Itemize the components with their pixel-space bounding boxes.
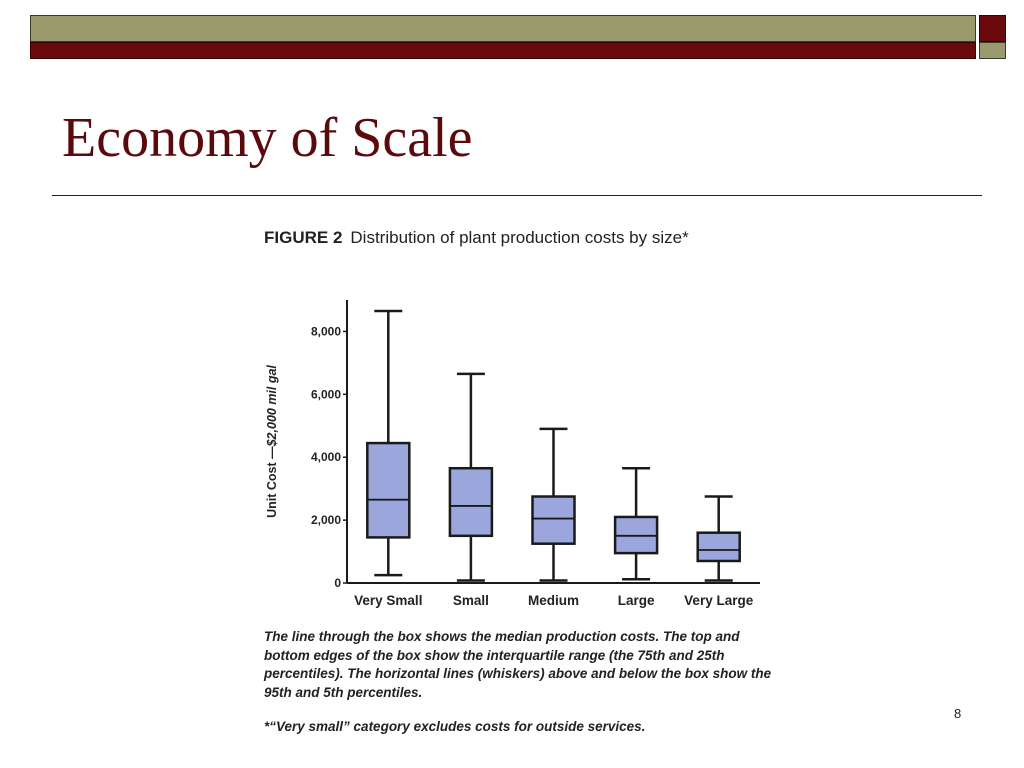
box-iqr xyxy=(531,495,576,545)
x-tick-label: Medium xyxy=(528,593,579,608)
figure-caption: The line through the box shows the media… xyxy=(264,629,772,700)
figure-footnote: *“Very small” category excludes costs fo… xyxy=(264,719,646,734)
figure-label: FIGURE 2 xyxy=(264,228,343,247)
y-axis-label: Unit Cost —$2,000 mil gal xyxy=(265,365,279,518)
y-tick-label: 8,000 xyxy=(311,324,341,338)
figure-title: Distribution of plant production costs b… xyxy=(350,228,689,247)
boxplot-chart: 0 2,000 4,000 6,000 8,000 Unit Cost —$2,000 m… xyxy=(265,300,760,608)
y-tick-label: 4,000 xyxy=(311,450,341,464)
header-decoration-bar xyxy=(30,15,1006,59)
figure-heading: FIGURE 2 Distribution of plant production… xyxy=(264,228,689,248)
header-olive-band xyxy=(30,15,976,42)
header-maroon-band xyxy=(30,42,976,59)
box-iqr xyxy=(696,531,741,563)
header-maroon-square xyxy=(979,15,1006,42)
y-axis-label-unit: $2,000 mil gal xyxy=(265,365,279,448)
title-divider xyxy=(52,195,982,196)
x-tick-label: Very Large xyxy=(684,593,754,608)
x-tick-label: Small xyxy=(453,593,489,608)
x-tick-label: Very Small xyxy=(354,593,422,608)
header-olive-square xyxy=(979,42,1006,59)
box-iqr xyxy=(448,466,494,538)
y-tick-label: 2,000 xyxy=(311,513,341,527)
x-tick-label: Large xyxy=(618,593,655,608)
y-tick-label: 6,000 xyxy=(311,387,341,401)
y-axis-label-main: Unit Cost — xyxy=(265,446,279,518)
y-tick-label: 0 xyxy=(334,576,341,590)
slide-title: Economy of Scale xyxy=(62,107,473,169)
box-iqr xyxy=(366,441,411,539)
page-number: 8 xyxy=(954,706,962,721)
